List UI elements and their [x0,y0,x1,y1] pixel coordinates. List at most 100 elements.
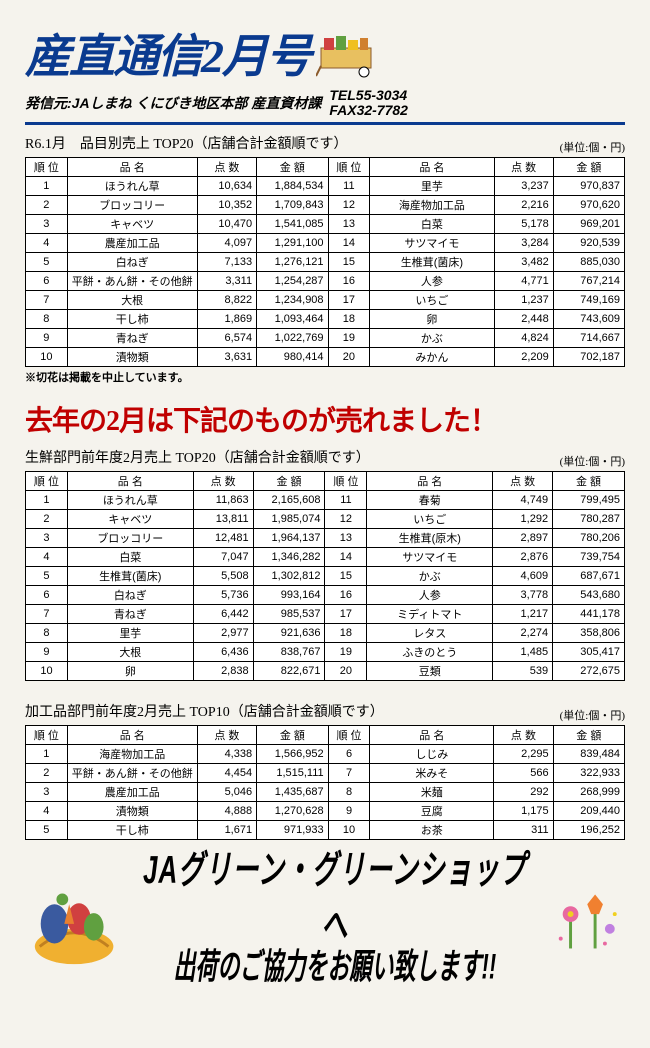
table-row: 3農産加工品5,0461,435,6878米麺292268,999 [26,782,625,801]
cell: 2,209 [494,347,553,366]
col-header: 品 名 [370,157,494,176]
cell: 566 [494,763,553,782]
col-header: 品 名 [67,157,197,176]
col-header: 金 額 [253,471,325,490]
col-header: 点 数 [494,157,553,176]
cell: 839,484 [553,744,624,763]
cell: 714,667 [553,328,624,347]
col-header: 点 数 [197,725,256,744]
table-row: 9大根6,436838,76719ふきのとう1,485305,417 [26,642,625,661]
cell: 4 [26,801,68,820]
table-row: 8干し柿1,8691,093,46418卵2,448743,609 [26,309,625,328]
cell: 7,133 [197,252,256,271]
cell: 9 [26,642,68,661]
cell: 大根 [67,290,197,309]
cell: 里芋 [370,176,494,195]
cell: ブロッコリー [67,195,197,214]
cell: 985,537 [253,604,325,623]
table-row: 1海産物加工品4,3381,566,9526しじみ2,295839,484 [26,744,625,763]
table-row: 9青ねぎ6,5741,022,76919かぶ4,824714,667 [26,328,625,347]
cell: 993,164 [253,585,325,604]
cell: お茶 [370,820,494,839]
cell: 里芋 [67,623,193,642]
cell: 970,620 [553,195,624,214]
cell: 10,634 [197,176,256,195]
cell: 1,515,111 [257,763,329,782]
cell: 青ねぎ [67,604,193,623]
footer-text: JAグリーン・グリーンショップへ 出荷のご協力をお願い致します!! [133,858,536,980]
table-row: 7青ねぎ6,442985,53717ミディトマト1,217441,178 [26,604,625,623]
cell: 2,838 [193,661,253,680]
cell: 1,237 [494,290,553,309]
table-row: 2ブロッコリー10,3521,709,84312海産物加工品2,216970,6… [26,195,625,214]
fax: FAX32-7782 [329,103,408,118]
cell: 1,709,843 [257,195,328,214]
cell: 311 [494,820,553,839]
table-row: 1ほうれん草11,8632,165,60811春菊4,749799,495 [26,490,625,509]
cell: 漬物類 [67,801,197,820]
cell: 生椎茸(原木) [367,528,493,547]
col-header: 金 額 [553,471,625,490]
table-row: 5干し柿1,671971,93310お茶311196,252 [26,820,625,839]
cell: 2,295 [494,744,553,763]
cell: 平餅・あん餅・その他餅 [67,271,197,290]
col-header: 金 額 [257,725,329,744]
cell: 漬物類 [67,347,197,366]
cell: いちご [370,290,494,309]
cell: 1,346,282 [253,547,325,566]
cell: 11 [328,176,370,195]
cell: 米みそ [370,763,494,782]
cell: 1,175 [494,801,553,820]
cell: 8,822 [197,290,256,309]
cell: 4,749 [493,490,553,509]
cell: 1,276,121 [257,252,328,271]
cell: 3 [26,214,68,233]
cell: 1,234,908 [257,290,328,309]
cell: 1,435,687 [257,782,329,801]
cell: 20 [325,661,367,680]
col-header: 点 数 [197,157,256,176]
publisher: 発信元:JAしまね くにびき地区本部 産直資材課 [25,93,321,113]
cell: 743,609 [553,309,624,328]
col-header: 品 名 [67,725,197,744]
table-row: 1ほうれん草10,6341,884,53411里芋3,237970,837 [26,176,625,195]
cell: 970,837 [553,176,624,195]
cell: 干し柿 [67,820,197,839]
cell: 2,216 [494,195,553,214]
col-header: 順 位 [328,725,370,744]
col-header: 金 額 [553,725,624,744]
col-header: 品 名 [370,725,494,744]
cell: 10,352 [197,195,256,214]
cell: 2,165,608 [253,490,325,509]
cell: ミディトマト [367,604,493,623]
cell: しじみ [370,744,494,763]
cell: 4,097 [197,233,256,252]
cell: 1,022,769 [257,328,328,347]
cell: 1 [26,176,68,195]
cell: 16 [325,585,367,604]
cell: 12 [325,509,367,528]
cell: 3,311 [197,271,256,290]
cell: 885,030 [553,252,624,271]
cell: 5 [26,566,68,585]
flower-icon [546,879,625,959]
table-row: 7大根8,8221,234,90817いちご1,237749,169 [26,290,625,309]
table-row: 2平餅・あん餅・その他餅4,4541,515,1117米みそ566322,933 [26,763,625,782]
cell: 大根 [67,642,193,661]
cell: かぶ [367,566,493,585]
cell: 749,169 [553,290,624,309]
cell: 5,508 [193,566,253,585]
cell: 921,636 [253,623,325,642]
col-header: 品 名 [67,471,193,490]
cell: 3 [26,782,68,801]
cell: 322,933 [553,763,624,782]
footer-line2: 出荷のご協力をお願い致します!! [133,938,536,989]
cell: 3,631 [197,347,256,366]
cell: 6,436 [193,642,253,661]
cell: 4,888 [197,801,256,820]
cell: 白菜 [370,214,494,233]
cell: 1,254,287 [257,271,328,290]
contact-block: TEL55-3034 FAX32-7782 [329,88,408,119]
cell: 1,270,628 [257,801,329,820]
col-header: 順 位 [26,471,68,490]
